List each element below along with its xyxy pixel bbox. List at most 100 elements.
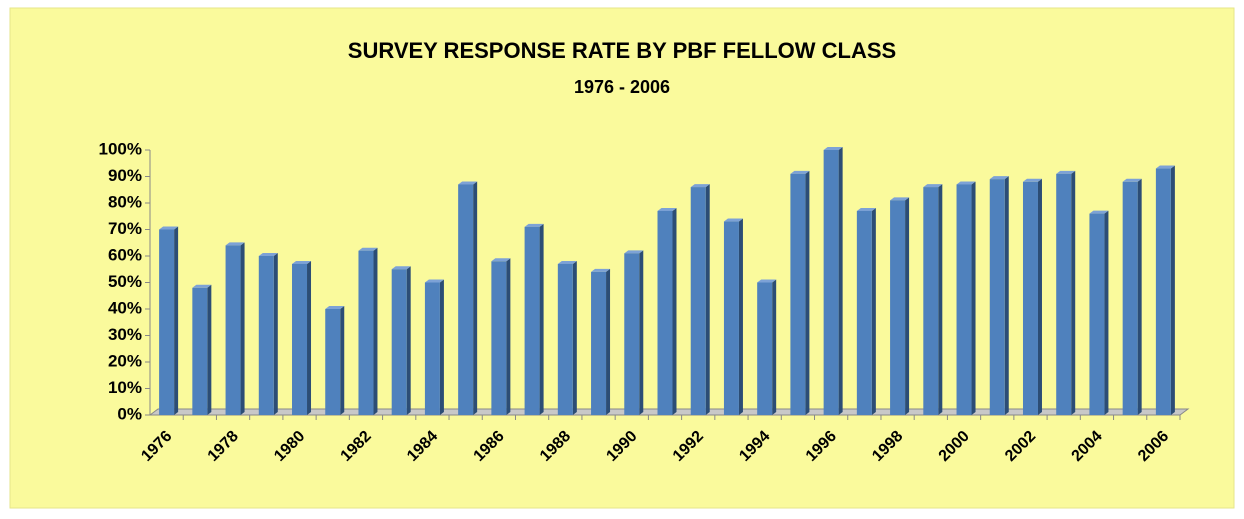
bar-side bbox=[1104, 210, 1109, 415]
bar bbox=[192, 287, 208, 415]
bar bbox=[424, 282, 440, 415]
bar bbox=[258, 256, 274, 415]
bar bbox=[657, 210, 673, 415]
y-tick-label: 90% bbox=[108, 166, 142, 185]
bar bbox=[391, 269, 407, 415]
bar-top bbox=[657, 207, 677, 211]
bar bbox=[790, 173, 806, 415]
bar bbox=[1056, 173, 1072, 415]
bar-top bbox=[258, 253, 278, 256]
bar bbox=[458, 184, 474, 415]
bar bbox=[491, 261, 507, 415]
bar-top bbox=[491, 258, 511, 262]
bar-top bbox=[890, 197, 910, 201]
bar-side bbox=[1071, 170, 1076, 415]
bar-top bbox=[956, 181, 976, 185]
bar-side bbox=[905, 197, 910, 415]
bar-side bbox=[473, 181, 478, 415]
bar bbox=[989, 179, 1005, 415]
bar-top bbox=[1089, 210, 1109, 214]
bar-side bbox=[772, 279, 777, 415]
bar bbox=[159, 229, 175, 415]
bar bbox=[524, 226, 540, 415]
bar-side bbox=[340, 306, 345, 415]
bar bbox=[856, 210, 872, 415]
bar-side bbox=[1037, 178, 1042, 415]
bar bbox=[325, 309, 341, 415]
bar-side bbox=[639, 250, 644, 415]
bar-side bbox=[174, 226, 179, 415]
bar-side bbox=[971, 181, 976, 415]
y-tick-label: 60% bbox=[108, 245, 142, 264]
bar-side bbox=[240, 242, 245, 415]
bar-side bbox=[738, 218, 743, 415]
bar bbox=[591, 271, 607, 415]
bar bbox=[225, 245, 241, 415]
bar-side bbox=[572, 260, 577, 415]
bar-top bbox=[1056, 170, 1076, 174]
bar bbox=[757, 282, 773, 415]
bar bbox=[1089, 213, 1105, 415]
bar-top bbox=[1022, 178, 1042, 182]
bar-top bbox=[624, 250, 644, 254]
y-tick-label: 10% bbox=[108, 378, 142, 397]
bar-top bbox=[591, 268, 611, 272]
bar bbox=[690, 187, 706, 415]
bar-top bbox=[159, 226, 179, 230]
bar-top bbox=[690, 184, 710, 188]
bar-top bbox=[524, 223, 544, 227]
bar-top bbox=[856, 207, 876, 211]
y-tick-label: 70% bbox=[108, 219, 142, 238]
bar-top bbox=[292, 260, 312, 264]
bar bbox=[823, 150, 839, 415]
bar-top bbox=[790, 170, 810, 174]
bar-side bbox=[871, 207, 876, 415]
y-tick-label: 30% bbox=[108, 325, 142, 344]
bar-side bbox=[506, 258, 511, 415]
bar bbox=[890, 200, 906, 415]
bar-side bbox=[207, 284, 212, 415]
bar-side bbox=[539, 223, 544, 415]
bar-top bbox=[557, 260, 577, 264]
bar-top bbox=[723, 218, 743, 222]
y-tick-label: 20% bbox=[108, 351, 142, 370]
bar-top bbox=[1122, 178, 1142, 182]
bar-top bbox=[989, 176, 1009, 180]
bar-side bbox=[938, 184, 943, 415]
y-tick-label: 0% bbox=[117, 404, 142, 423]
bar-side bbox=[838, 147, 843, 415]
bar-side bbox=[606, 268, 611, 415]
bar-side bbox=[439, 279, 444, 415]
bar-side bbox=[672, 207, 677, 415]
bar-top bbox=[458, 181, 478, 185]
bar bbox=[1122, 181, 1138, 415]
bar bbox=[1155, 168, 1171, 415]
bar bbox=[956, 184, 972, 415]
bar-top bbox=[325, 306, 345, 309]
bar bbox=[923, 187, 939, 415]
bar-side bbox=[273, 253, 278, 415]
bar-top bbox=[424, 279, 444, 283]
y-tick-label: 80% bbox=[108, 192, 142, 211]
bar-side bbox=[1170, 165, 1175, 415]
bar-top bbox=[391, 266, 411, 270]
bar bbox=[624, 253, 640, 415]
bar bbox=[723, 221, 739, 415]
bar-side bbox=[805, 170, 810, 415]
bar-top bbox=[192, 284, 212, 288]
bar-top bbox=[1155, 165, 1175, 169]
chart-title: SURVEY RESPONSE RATE BY PBF FELLOW CLASS bbox=[348, 38, 896, 63]
bar bbox=[1022, 181, 1038, 415]
bar-top bbox=[757, 279, 777, 283]
bar bbox=[358, 250, 374, 415]
bar-top bbox=[923, 184, 943, 188]
y-tick-label: 40% bbox=[108, 298, 142, 317]
bar-side bbox=[373, 247, 378, 415]
bar bbox=[292, 263, 308, 415]
bar-side bbox=[406, 266, 411, 415]
bar-top bbox=[823, 147, 843, 150]
y-tick-label: 100% bbox=[99, 139, 142, 158]
bar bbox=[557, 263, 573, 415]
y-tick-label: 50% bbox=[108, 272, 142, 291]
